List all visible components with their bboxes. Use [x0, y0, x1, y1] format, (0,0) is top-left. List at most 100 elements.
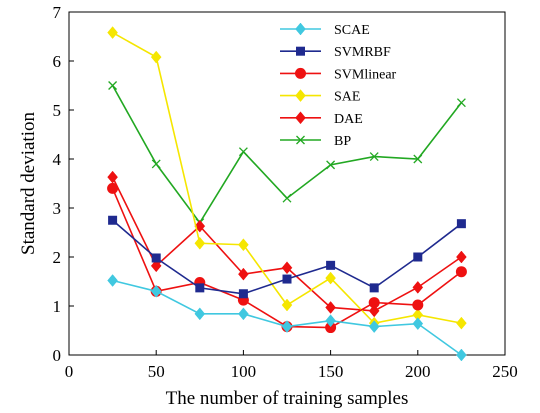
data-point-scae — [368, 320, 380, 333]
data-point-bp — [238, 147, 248, 157]
data-point-sae — [194, 236, 206, 250]
data-point-scae — [150, 284, 162, 298]
x-marker-stroke — [108, 81, 118, 90]
data-point-bp — [413, 154, 423, 164]
legend-label: SCAE — [334, 23, 370, 38]
data-point-dae — [238, 267, 249, 281]
series-sae — [107, 26, 467, 330]
y-tick-label: 3 — [53, 199, 62, 218]
legend-item-svmrbf: SVMRBF — [280, 45, 391, 60]
data-point-svmlinear — [325, 322, 337, 334]
legend-marker — [295, 111, 306, 125]
legend-label: DAE — [334, 112, 363, 127]
data-point-svmrbf — [282, 274, 292, 284]
data-point-sae — [150, 50, 162, 64]
legend-label: BP — [334, 134, 351, 149]
x-axis-label: The number of training samples — [166, 388, 409, 409]
data-point-svmlinear — [107, 182, 119, 194]
x-tick-label: 200 — [405, 362, 431, 381]
data-point-scae — [325, 314, 336, 328]
y-tick-label: 0 — [53, 346, 62, 365]
legend-item-sae: SAE — [280, 89, 360, 105]
y-tick-label: 7 — [53, 3, 62, 22]
legend-label: SVMRBF — [334, 45, 391, 60]
legend-item-scae: SCAE — [280, 22, 370, 38]
x-tick-label: 0 — [65, 362, 74, 381]
legend: SCAE SVMRBF SVMlinear SAE DAE BP — [280, 22, 397, 149]
data-point-bp — [151, 159, 161, 169]
data-point-bp — [369, 152, 379, 162]
data-point-sae — [325, 271, 336, 285]
x-tick-label: 250 — [492, 362, 518, 381]
data-point-dae — [325, 301, 336, 314]
series-line-bp — [111, 85, 463, 225]
data-point-svmrbf — [151, 253, 161, 263]
x-marker-stroke — [296, 135, 305, 145]
legend-marker — [295, 89, 306, 102]
data-point-svmlinear — [455, 266, 467, 278]
y-tick-label: 2 — [53, 248, 62, 267]
plot-area — [68, 11, 506, 356]
legend-item-dae: DAE — [280, 111, 363, 127]
data-point-bp — [456, 98, 466, 108]
series-bp — [108, 81, 466, 228]
data-point-svmrbf — [195, 283, 205, 293]
legend-item-bp: BP — [280, 134, 351, 149]
data-point-dae — [150, 259, 162, 273]
x-marker-stroke — [151, 159, 161, 169]
data-point-dae — [412, 280, 424, 294]
data-point-scae — [194, 307, 206, 321]
y-tick-label: 4 — [53, 150, 62, 169]
x-tick-label: 150 — [318, 362, 344, 381]
legend-label: SAE — [334, 90, 360, 105]
y-tick-label: 6 — [53, 52, 62, 71]
x-tick-label: 100 — [231, 362, 257, 381]
data-point-scae — [281, 320, 293, 333]
series-svmrbf — [108, 215, 466, 299]
data-point-svmrbf — [456, 219, 466, 229]
y-tick-label: 5 — [53, 101, 62, 120]
data-point-bp — [326, 160, 336, 170]
data-point-sae — [281, 298, 293, 312]
legend-label: SVMlinear — [334, 67, 397, 82]
series-scae — [107, 274, 467, 362]
data-point-scae — [412, 317, 424, 331]
legend-marker — [295, 22, 306, 36]
x-tick-label: 50 — [148, 362, 165, 381]
x-marker-stroke — [413, 154, 423, 164]
data-point-sae — [107, 26, 118, 39]
axis-ticks: 0 50 100 150 200 250 0 1 2 3 4 5 6 7 — [53, 3, 518, 381]
data-point-svmlinear — [412, 299, 424, 311]
data-point-bp — [108, 81, 118, 90]
data-point-svmrbf — [108, 215, 118, 225]
legend-marker — [295, 67, 306, 79]
data-point-bp — [282, 193, 292, 203]
data-point-scae — [456, 348, 467, 362]
data-point-dae — [107, 170, 118, 184]
data-point-svmrbf — [326, 260, 336, 270]
plot-frame — [68, 11, 506, 356]
data-point-dae — [281, 261, 293, 275]
legend-marker — [296, 135, 305, 145]
x-marker-stroke — [326, 160, 336, 170]
legend-marker — [296, 46, 305, 56]
x-marker-stroke — [282, 193, 292, 203]
x-marker-stroke — [456, 98, 466, 108]
data-point-svmrbf — [369, 283, 379, 293]
legend-item-svmlinear: SVMlinear — [280, 67, 397, 82]
x-marker-stroke — [369, 152, 379, 162]
data-point-scae — [107, 274, 118, 287]
data-point-svmrbf — [238, 289, 248, 299]
data-point-sae — [456, 316, 467, 330]
y-tick-label: 1 — [53, 297, 62, 316]
x-marker-stroke — [238, 147, 248, 157]
series-layer — [107, 26, 467, 362]
data-point-scae — [238, 307, 249, 321]
data-point-svmrbf — [413, 252, 423, 262]
data-point-sae — [238, 238, 249, 252]
data-point-svmlinear — [368, 297, 380, 309]
y-axis-label: Standard deviation — [18, 112, 39, 255]
series-dae — [107, 170, 467, 318]
data-point-dae — [456, 250, 467, 264]
